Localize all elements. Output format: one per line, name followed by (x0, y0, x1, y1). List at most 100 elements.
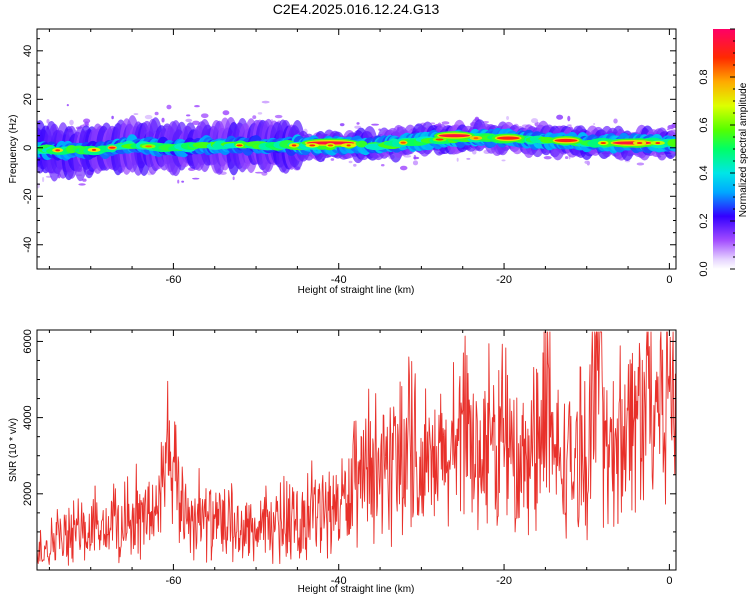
spectrogram-hotspot-core (636, 141, 643, 144)
spectrogram-hotspot-core (435, 138, 444, 141)
spectrogram-speck (42, 176, 45, 183)
spectrogram-speck (186, 114, 191, 117)
snr-series-line (501, 331, 561, 536)
spectrogram-speck (441, 121, 450, 125)
spectrogram-border (36, 28, 677, 270)
spectrogram-speck (111, 115, 114, 120)
spectrogram-ridge-core (356, 140, 368, 148)
snr-series-line (443, 335, 503, 531)
spectrogram-y-tick-label: 0 (22, 145, 34, 151)
spectrogram-hotspot-core (91, 148, 97, 151)
spectrogram-hotspot-core (473, 137, 479, 140)
snr-lines (37, 331, 676, 566)
spectrogram-speck (371, 123, 380, 126)
snr-y-tick-label: 6000 (22, 329, 34, 353)
snr-series-line (37, 485, 96, 566)
spectrogram-speck (584, 160, 590, 165)
spectrogram-speck (194, 105, 200, 108)
spectrogram-speck (185, 118, 193, 123)
spectrogram-speck (252, 115, 257, 120)
snr-axes: -60 -40 -20 0 6000 4000 2000 (22, 329, 676, 587)
spectrogram-x-label: Height of straight line (km) (298, 285, 415, 296)
spectrogram-speck (567, 115, 571, 122)
spectrogram-hotspot-core (309, 144, 316, 147)
spectrogram-speck (192, 177, 200, 180)
spectrogram-y-label: Frequency (Hz) (8, 115, 19, 184)
colorbar-tick-label: 0.4 (698, 165, 710, 180)
spectrogram-speck (466, 157, 471, 160)
spectrogram-speck (613, 118, 618, 124)
spectrogram-speck (506, 116, 510, 120)
spectrogram-y-tick-label: 40 (22, 45, 34, 57)
colorbar-label: Normalized spectral amplitude (738, 82, 749, 217)
spectrogram-hotspot-core (600, 141, 606, 144)
spectrogram-panel: -60 -40 -20 0 40 20 0 -20 -40 Height of straight… (8, 28, 677, 296)
spectrogram-speck (593, 123, 596, 126)
spectrogram-speck (403, 154, 412, 158)
spectrogram-speck (200, 113, 209, 119)
spectrogram-speck (82, 178, 87, 182)
spectrogram-speck (353, 163, 357, 167)
spectrogram-speck (177, 179, 180, 184)
snr-series-line (210, 483, 270, 563)
snr-series-line (385, 356, 445, 547)
colorbar-axes: 0.0 0.2 0.4 0.6 0.8 (698, 28, 735, 277)
spectrogram-speck (192, 120, 200, 126)
spectrogram-speck (543, 155, 552, 160)
spectrogram-speck (274, 114, 283, 119)
colorbar: 0.0 0.2 0.4 0.6 0.8 Normalized spectral ampl… (698, 28, 749, 277)
snr-border (36, 329, 677, 571)
colorbar-tick-label: 0.6 (698, 117, 710, 132)
snr-x-label: Height of straight line (km) (298, 584, 415, 595)
spectrogram-hotspot-core (400, 141, 406, 144)
spectrogram-speck (255, 171, 263, 174)
spectrogram-axes: -60 -40 -20 0 40 20 0 -20 -40 (22, 29, 676, 286)
colorbar-tick-label: 0.0 (698, 261, 710, 276)
colorbar-gradient (713, 29, 735, 269)
spectrogram-speck (530, 118, 539, 124)
spectrogram-speck (78, 183, 86, 186)
snr-x-tick-label: 0 (666, 575, 672, 587)
spectrogram-ridge-core (667, 138, 676, 148)
spectrogram-speck (399, 165, 408, 171)
spectrogram-hot-core (306, 141, 355, 145)
spectrogram-speck (501, 159, 506, 162)
spectrogram-speck (667, 124, 675, 130)
spectrogram-speck (261, 100, 270, 104)
snr-y-tick-label: 2000 (22, 482, 34, 506)
spectrogram-y-tick-label: 20 (22, 93, 34, 105)
spectrogram-hot-core (496, 136, 520, 140)
figure-title: C2E4.2025.016.12.24.G13 (273, 1, 440, 17)
snr-series-line (152, 380, 212, 563)
snr-y-label: SNR (10 * v/v) (8, 418, 19, 482)
spectrogram-speck (46, 119, 50, 124)
spectrogram-hot-core (438, 134, 470, 138)
snr-x-tick-label: -60 (165, 575, 181, 587)
spectrogram-speck (356, 122, 360, 125)
colorbar-tick-label: 0.2 (698, 213, 710, 228)
spectrogram-speck (564, 156, 569, 160)
spectrogram-hotspot-core (291, 144, 297, 147)
spectrogram-speck (83, 118, 91, 124)
snr-series-line (617, 331, 676, 524)
spectrogram-speck (330, 158, 335, 161)
spectrogram-y-tick-label: -20 (22, 188, 34, 204)
snr-x-tick-label: -40 (331, 575, 347, 587)
spectrogram-speck (354, 125, 362, 129)
snr-series-line (327, 388, 386, 559)
spectrogram-hotspot-core (327, 144, 334, 147)
spectrogram-speck (556, 114, 564, 120)
snr-series-line (268, 460, 328, 565)
spectrogram-speck (166, 104, 172, 110)
spectrogram-speck (222, 110, 230, 116)
spectrogram-speck (232, 176, 235, 181)
spectrogram-hotspot-core (655, 141, 661, 144)
spectrogram-speck (181, 180, 185, 183)
spectrogram-speck (380, 163, 385, 167)
spectrogram-speck (666, 128, 670, 131)
spectrogram-hotspot-core (55, 149, 60, 152)
spectrogram-speck (66, 103, 69, 107)
spectrogram-x-tick-label: -20 (496, 274, 512, 286)
